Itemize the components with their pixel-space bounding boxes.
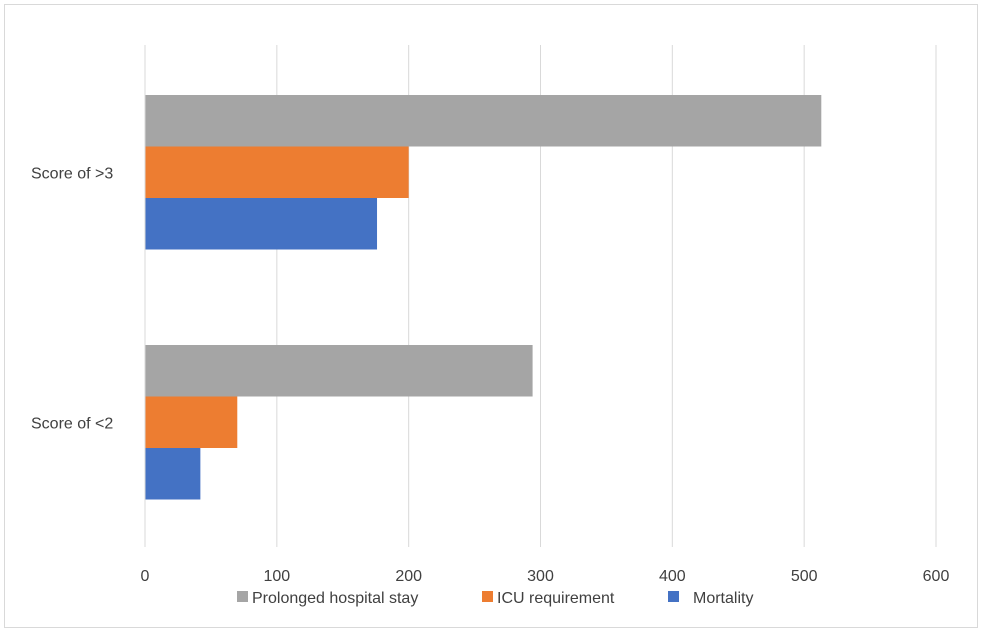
bar-icu-requirement-2 — [145, 396, 238, 448]
category-label: Score of >3 — [31, 165, 113, 182]
x-tick-label: 300 — [527, 568, 554, 585]
x-tick-label: 400 — [659, 568, 686, 585]
legend-label: Mortality — [693, 590, 753, 607]
bar-icu-requirement-1 — [145, 146, 409, 198]
bars — [145, 95, 822, 500]
bar-mortality-1 — [145, 198, 378, 250]
x-tick-label: 600 — [923, 568, 950, 585]
legend-swatch — [237, 591, 248, 602]
legend-swatch — [668, 591, 679, 602]
x-tick-label: 500 — [791, 568, 818, 585]
category-labels: Score of >3 Score of <2 — [31, 165, 113, 432]
bar-prolonged-hospital-stay-2 — [145, 345, 533, 397]
bar-mortality-2 — [145, 448, 201, 500]
legend-label: ICU requirement — [497, 590, 615, 607]
x-tick-label: 100 — [263, 568, 290, 585]
x-tick-label: 0 — [141, 568, 150, 585]
legend-label: Prolonged hospital stay — [252, 590, 418, 607]
legend: Prolonged hospital stay ICU requirement Mo… — [237, 590, 753, 607]
legend-swatch — [482, 591, 493, 602]
x-tick-label: 200 — [395, 568, 422, 585]
category-label: Score of <2 — [31, 415, 113, 432]
x-tick-labels: 0 100 200 300 400 500 600 — [141, 568, 950, 585]
bar-prolonged-hospital-stay-1 — [145, 95, 822, 147]
